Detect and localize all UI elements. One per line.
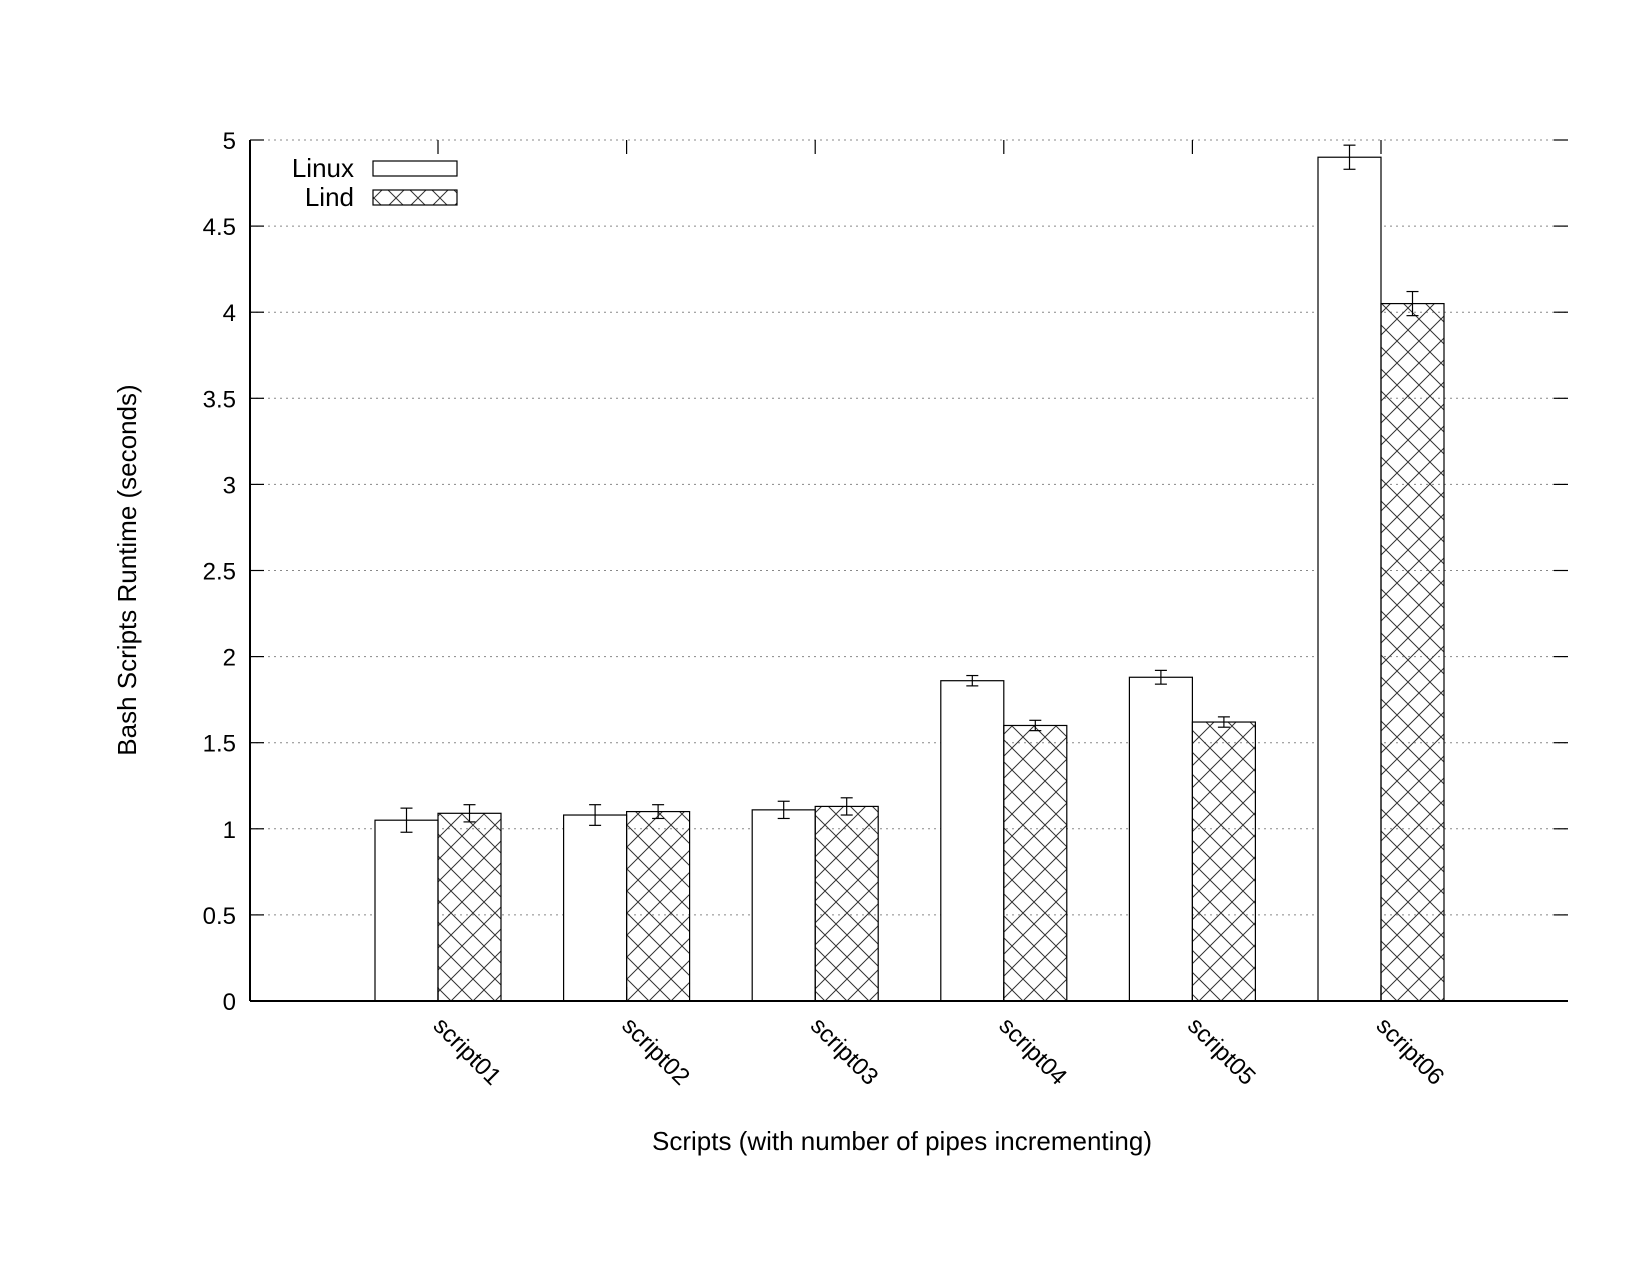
error-bar-lind-script02 — [652, 804, 665, 820]
bar-lind-script05 — [1191, 721, 1257, 1002]
y-tick-label: 5 — [223, 128, 236, 155]
x-axis-label: Scripts (with number of pipes incrementi… — [652, 1126, 1152, 1156]
error-bar-lind-script01 — [463, 804, 476, 823]
x-tick-label-script04: script04 — [994, 1012, 1073, 1091]
y-tick-label: 2.5 — [203, 559, 236, 586]
y-tick-label: 0.5 — [203, 903, 236, 930]
x-tick-label-script06: script06 — [1371, 1012, 1450, 1091]
y-tick-label: 3.5 — [203, 386, 236, 413]
x-tick-label-script05: script05 — [1182, 1012, 1261, 1091]
error-bar-lind-script05 — [1217, 716, 1230, 728]
x-tick-label-script01: script01 — [428, 1012, 507, 1091]
axes — [249, 139, 1568, 1002]
x-tick-label-script02: script02 — [616, 1012, 695, 1091]
y-tick-label: 1.5 — [203, 731, 236, 758]
bars — [374, 144, 1445, 1002]
bar-linux-script04 — [940, 680, 1005, 1002]
y-tick-label: 0 — [223, 989, 236, 1016]
error-bar-linux-script04 — [966, 674, 979, 687]
y-tick-label: 2 — [223, 645, 236, 672]
bar-lind-script02 — [625, 810, 691, 1002]
y-tick-label: 3 — [223, 472, 236, 499]
bar-lind-script06 — [1380, 302, 1445, 1002]
legend-label-lind: Lind — [305, 182, 354, 212]
y-tick-label: 4.5 — [203, 214, 236, 241]
bar-lind-script01 — [437, 812, 502, 1002]
bar-lind-script03 — [814, 805, 879, 1002]
legend: Linux Lind — [292, 153, 458, 212]
error-bar-linux-script06 — [1343, 144, 1356, 170]
bar-linux-script03 — [751, 809, 816, 1002]
bar-linux-script06 — [1317, 156, 1382, 1002]
error-bar-linux-script03 — [777, 800, 790, 820]
bar-linux-script02 — [562, 814, 628, 1002]
error-bar-linux-script02 — [589, 804, 602, 826]
y-tick-label: 4 — [223, 300, 236, 327]
bar-lind-script04 — [1003, 724, 1068, 1002]
y-tick-labels: 0 0.5 1 1.5 2 2.5 3 3.5 4 4.5 5 — [203, 128, 236, 1016]
y-axis-label: Bash Scripts Runtime (seconds) — [112, 384, 142, 755]
legend-label-linux: Linux — [292, 153, 354, 183]
x-tick-label-script03: script03 — [805, 1012, 884, 1091]
y-tick-label: 1 — [223, 817, 236, 844]
legend-swatch-lind — [372, 189, 458, 206]
x-tick-labels: script01 script02 script03 script04 script05… — [428, 1012, 1450, 1091]
error-bar-linux-script01 — [400, 807, 413, 833]
error-bar-lind-script04 — [1029, 719, 1042, 732]
error-bar-lind-script03 — [840, 797, 853, 816]
error-bar-lind-script06 — [1406, 290, 1419, 317]
error-bar-linux-script05 — [1154, 669, 1167, 685]
bar-linux-script05 — [1128, 676, 1194, 1002]
legend-swatch-linux — [372, 160, 458, 177]
bar-linux-script01 — [374, 819, 439, 1002]
